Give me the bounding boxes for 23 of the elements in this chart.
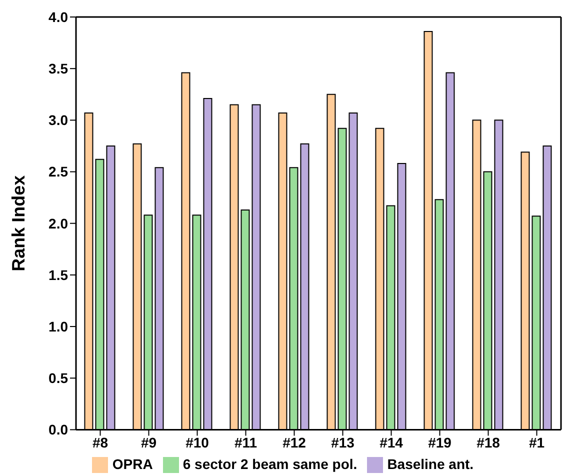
y-tick-label: 3.5	[48, 60, 68, 77]
x-tick-label: #18	[476, 434, 500, 451]
legend-label: OPRA	[112, 456, 153, 472]
x-tick-label: #13	[331, 434, 355, 451]
y-tick-label: 1.5	[48, 266, 68, 283]
y-tick-label: 3.0	[48, 112, 68, 128]
x-tick-label: #11	[234, 434, 258, 451]
x-tick-label: #8	[92, 434, 108, 451]
x-tick-label: #1	[528, 434, 545, 451]
y-tick-label: 2.5	[48, 164, 68, 180]
y-tick-label: 0.5	[48, 370, 68, 386]
x-tick-label: #14	[380, 434, 404, 451]
y-axis-title: Rank Index	[8, 175, 28, 272]
y-tick-label: 2.0	[48, 215, 68, 232]
legend-label: 6 sector 2 beam same pol.	[182, 456, 358, 472]
x-tick-label: #19	[428, 434, 452, 451]
x-tick-label: #12	[282, 434, 306, 451]
y-tick-label: 1.0	[48, 318, 68, 334]
y-tick-label: 0.0	[48, 422, 68, 438]
x-tick-label: #9	[140, 434, 157, 451]
x-tick-label: #10	[186, 434, 210, 451]
legend-label: Baseline ant.	[387, 456, 474, 472]
y-tick-label: 4.0	[48, 8, 68, 25]
